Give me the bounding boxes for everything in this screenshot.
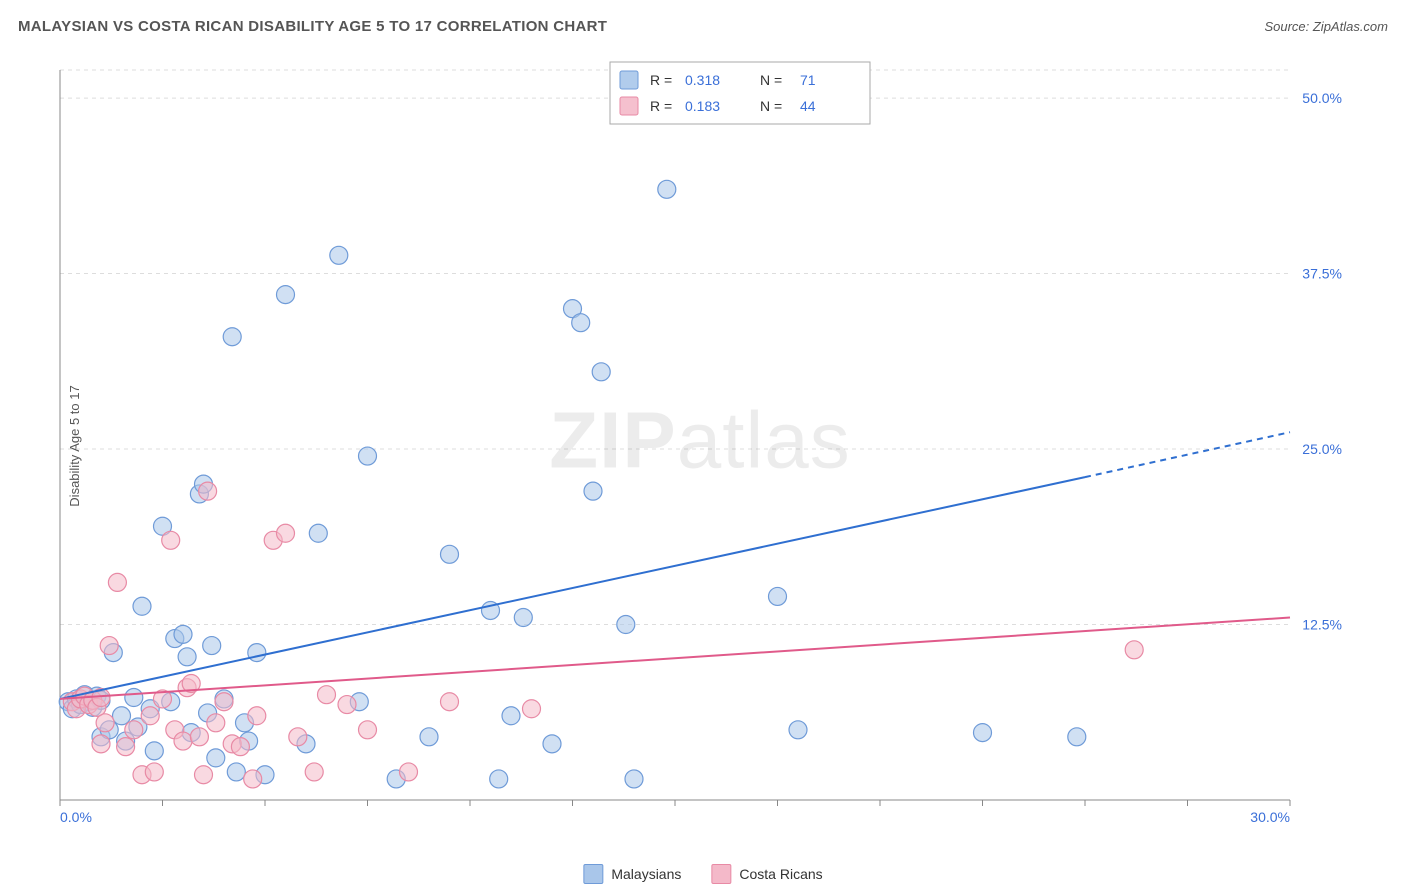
svg-text:44: 44	[800, 98, 816, 114]
svg-text:0.0%: 0.0%	[60, 809, 92, 825]
source-label: Source:	[1264, 19, 1312, 34]
source-attribution: Source: ZipAtlas.com	[1264, 19, 1388, 34]
svg-text:30.0%: 30.0%	[1250, 809, 1290, 825]
svg-text:R =: R =	[650, 72, 672, 88]
svg-text:50.0%: 50.0%	[1302, 90, 1342, 106]
legend-item-costaricans: Costa Ricans	[711, 864, 822, 884]
svg-text:12.5%: 12.5%	[1302, 617, 1342, 633]
svg-text:N =: N =	[760, 72, 782, 88]
svg-text:R =: R =	[650, 98, 672, 114]
svg-text:71: 71	[800, 72, 816, 88]
legend-label-costaricans: Costa Ricans	[739, 866, 822, 882]
legend-item-malaysians: Malaysians	[583, 864, 681, 884]
chart-title: MALAYSIAN VS COSTA RICAN DISABILITY AGE …	[18, 18, 607, 35]
legend-label-malaysians: Malaysians	[611, 866, 681, 882]
svg-text:N =: N =	[760, 98, 782, 114]
source-name: ZipAtlas.com	[1313, 19, 1388, 34]
svg-text:25.0%: 25.0%	[1302, 441, 1342, 457]
scatter-chart: 0.0% 30.0% 25.0% 50.0% 12.5% 37.5% R = 0.318 N =…	[50, 60, 1350, 830]
bottom-legend: Malaysians Costa Ricans	[583, 864, 822, 884]
chart-svg: 0.0% 30.0% 25.0% 50.0% 12.5% 37.5% R = 0.318 N =…	[50, 60, 1350, 830]
svg-text:37.5%: 37.5%	[1302, 266, 1342, 282]
svg-text:0.183: 0.183	[685, 98, 720, 114]
svg-text:0.318: 0.318	[685, 72, 720, 88]
legend-swatch-costaricans	[711, 864, 731, 884]
legend-swatch-malaysians	[583, 864, 603, 884]
